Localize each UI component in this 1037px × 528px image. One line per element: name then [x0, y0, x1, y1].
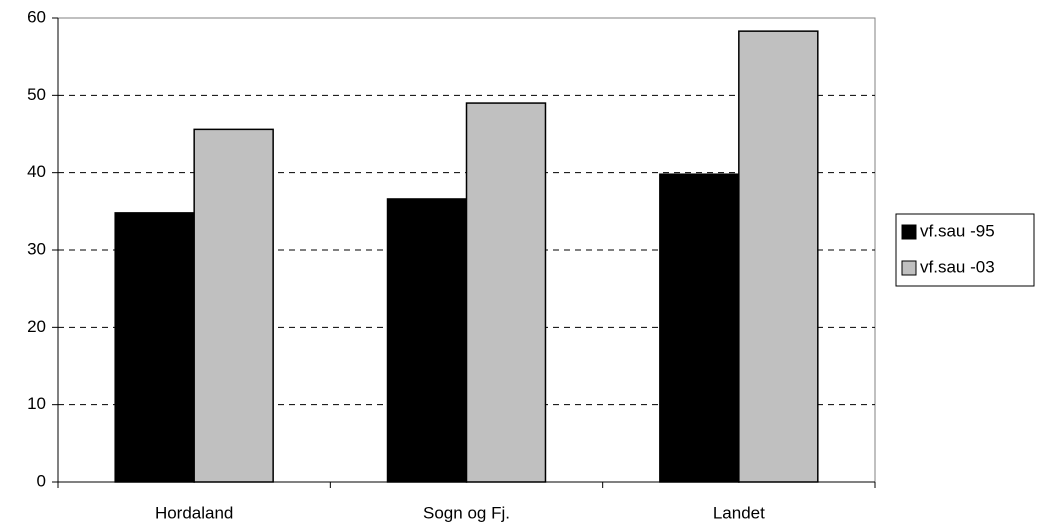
bar	[193, 128, 274, 483]
bar	[659, 173, 740, 483]
bar	[738, 30, 819, 483]
x-tick-label: Sogn og Fj.	[423, 503, 510, 522]
y-tick-label: 40	[27, 162, 46, 181]
y-tick-label: 20	[27, 317, 46, 336]
y-tick-label: 0	[37, 471, 46, 490]
legend-label: vf.sau -95	[920, 221, 995, 240]
legend	[895, 213, 1035, 287]
y-tick-label: 50	[27, 85, 46, 104]
legend-swatch	[901, 224, 917, 240]
y-tick-label: 30	[27, 239, 46, 258]
bar	[386, 198, 468, 483]
x-tick-label: Landet	[713, 503, 765, 522]
bar	[114, 212, 195, 483]
y-tick-label: 10	[27, 394, 46, 413]
y-tick-label: 60	[27, 7, 46, 26]
x-tick-label: Hordaland	[155, 503, 233, 522]
legend-swatch	[901, 260, 917, 276]
bar	[465, 102, 547, 483]
legend-label: vf.sau -03	[920, 257, 995, 276]
